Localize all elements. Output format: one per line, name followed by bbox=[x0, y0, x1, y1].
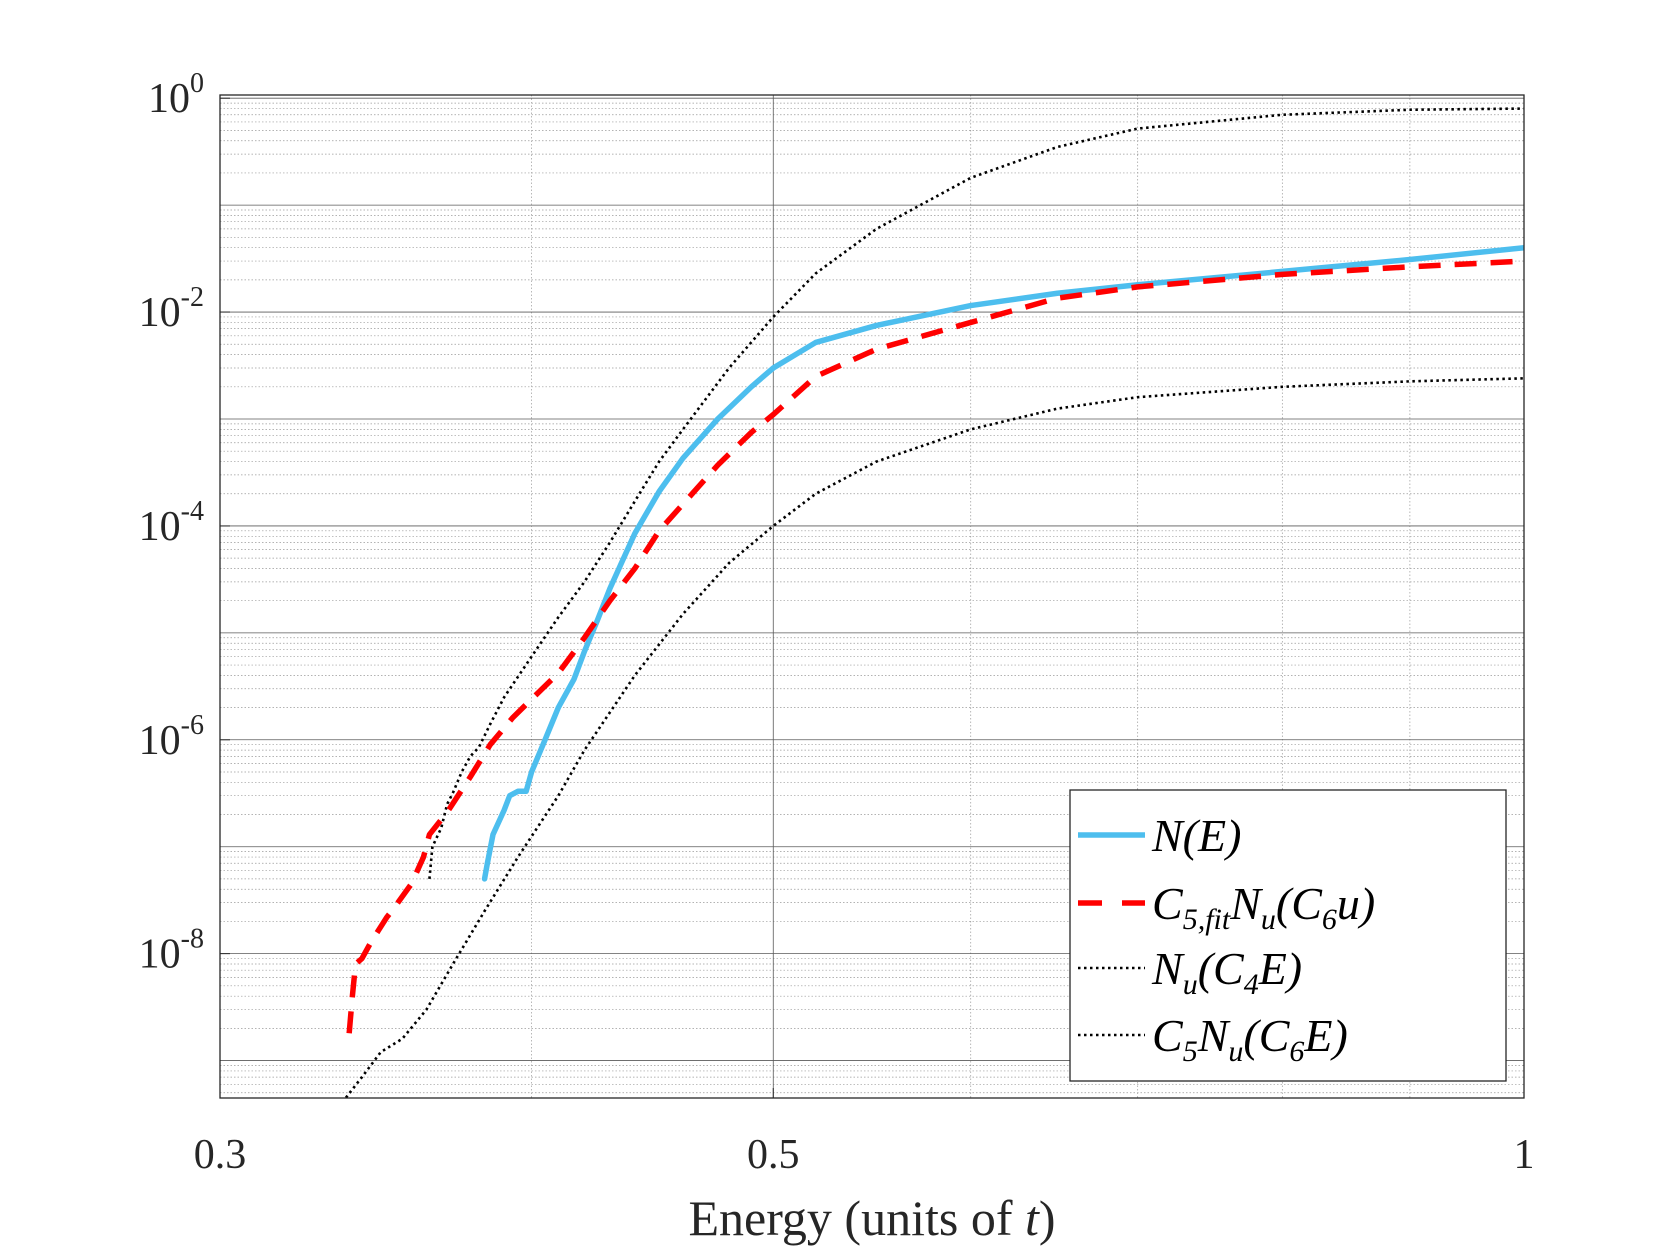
x-tick-labels: 0.3 0.5 1 bbox=[194, 1088, 1535, 1178]
series-line-c5fit-nu-c6u bbox=[346, 258, 1524, 1034]
legend-label-part: C bbox=[1152, 878, 1184, 929]
legend-label-part: N bbox=[1197, 1010, 1231, 1061]
y-tick-base: 10 bbox=[139, 504, 181, 550]
legend-label-part: (C bbox=[1243, 1010, 1290, 1061]
legend-label-part: u bbox=[1261, 903, 1276, 936]
legend-label-part: E) bbox=[1303, 1010, 1347, 1061]
x-axis-title: Energy (units of t) bbox=[688, 1190, 1055, 1246]
legend-label-part: N bbox=[1229, 878, 1263, 929]
y-tick-power: -6 bbox=[181, 710, 204, 741]
legend-label-part: 4 bbox=[1244, 968, 1259, 1001]
legend-label-part: E) bbox=[1258, 943, 1302, 994]
legend-label-part: (C bbox=[1198, 943, 1245, 994]
legend-label-nu-c4e: Nu(C4E) bbox=[1151, 943, 1302, 1001]
y-tick-label: 10-4 bbox=[139, 496, 204, 550]
series-layer bbox=[344, 107, 1524, 1098]
y-tick-power: 0 bbox=[190, 68, 204, 99]
y-tick-label: 10-8 bbox=[139, 924, 204, 978]
legend-label-part: (C bbox=[1276, 878, 1323, 929]
x-axis-title-suffix: ) bbox=[1039, 1190, 1056, 1246]
legend-label-part: 5 bbox=[1183, 1035, 1198, 1068]
legend-label-part: 5,fit bbox=[1183, 903, 1231, 936]
y-tick-base: 10 bbox=[148, 76, 190, 122]
series-line-n-e bbox=[481, 244, 1524, 882]
legend-label-part: u) bbox=[1337, 878, 1375, 929]
y-tick-label: 10-2 bbox=[139, 282, 204, 336]
legend-label-part: u bbox=[1228, 1035, 1243, 1068]
legend-label-part: N(E) bbox=[1151, 810, 1241, 861]
legend-label-n-e: N(E) bbox=[1151, 810, 1241, 861]
y-tick-base: 10 bbox=[139, 290, 181, 336]
minor-grid bbox=[220, 95, 1524, 1098]
legend-label-c5fit-nu-c6u: C5,fitNu(C6u) bbox=[1152, 878, 1375, 936]
series-line-c5-nu-c6e bbox=[344, 377, 1524, 1098]
y-tick-label: 10-6 bbox=[139, 710, 204, 764]
legend-label-part: 6 bbox=[1289, 1035, 1304, 1068]
x-tick-label: 0.5 bbox=[747, 1132, 800, 1178]
x-tick-label: 0.3 bbox=[194, 1132, 247, 1178]
x-axis-title-variable: t bbox=[1025, 1190, 1040, 1246]
y-tick-power: -8 bbox=[181, 924, 204, 955]
series-line-nu-c4e bbox=[428, 107, 1524, 880]
legend-box bbox=[1069, 789, 1507, 1082]
x-axis-title-prefix: Energy (units of bbox=[688, 1190, 1025, 1246]
y-tick-power: -4 bbox=[181, 496, 204, 527]
major-grid bbox=[220, 95, 1524, 1098]
legend-label-c5-nu-c6e: C5Nu(C6E) bbox=[1152, 1010, 1348, 1068]
y-tick-label: 100 bbox=[148, 68, 204, 122]
legend: N(E)C5,fitNu(C6u)Nu(C4E)C5Nu(C6E) bbox=[1069, 789, 1507, 1082]
legend-label-part: N bbox=[1151, 943, 1185, 994]
x-tick-label: 1 bbox=[1514, 1132, 1535, 1178]
legend-label-part: u bbox=[1183, 968, 1198, 1001]
y-tick-power: -2 bbox=[181, 282, 204, 313]
legend-label-part: 6 bbox=[1322, 903, 1337, 936]
legend-label-part: C bbox=[1152, 1010, 1184, 1061]
y-tick-base: 10 bbox=[139, 932, 181, 978]
y-tick-base: 10 bbox=[139, 718, 181, 764]
plot-frame bbox=[219, 94, 1525, 1099]
